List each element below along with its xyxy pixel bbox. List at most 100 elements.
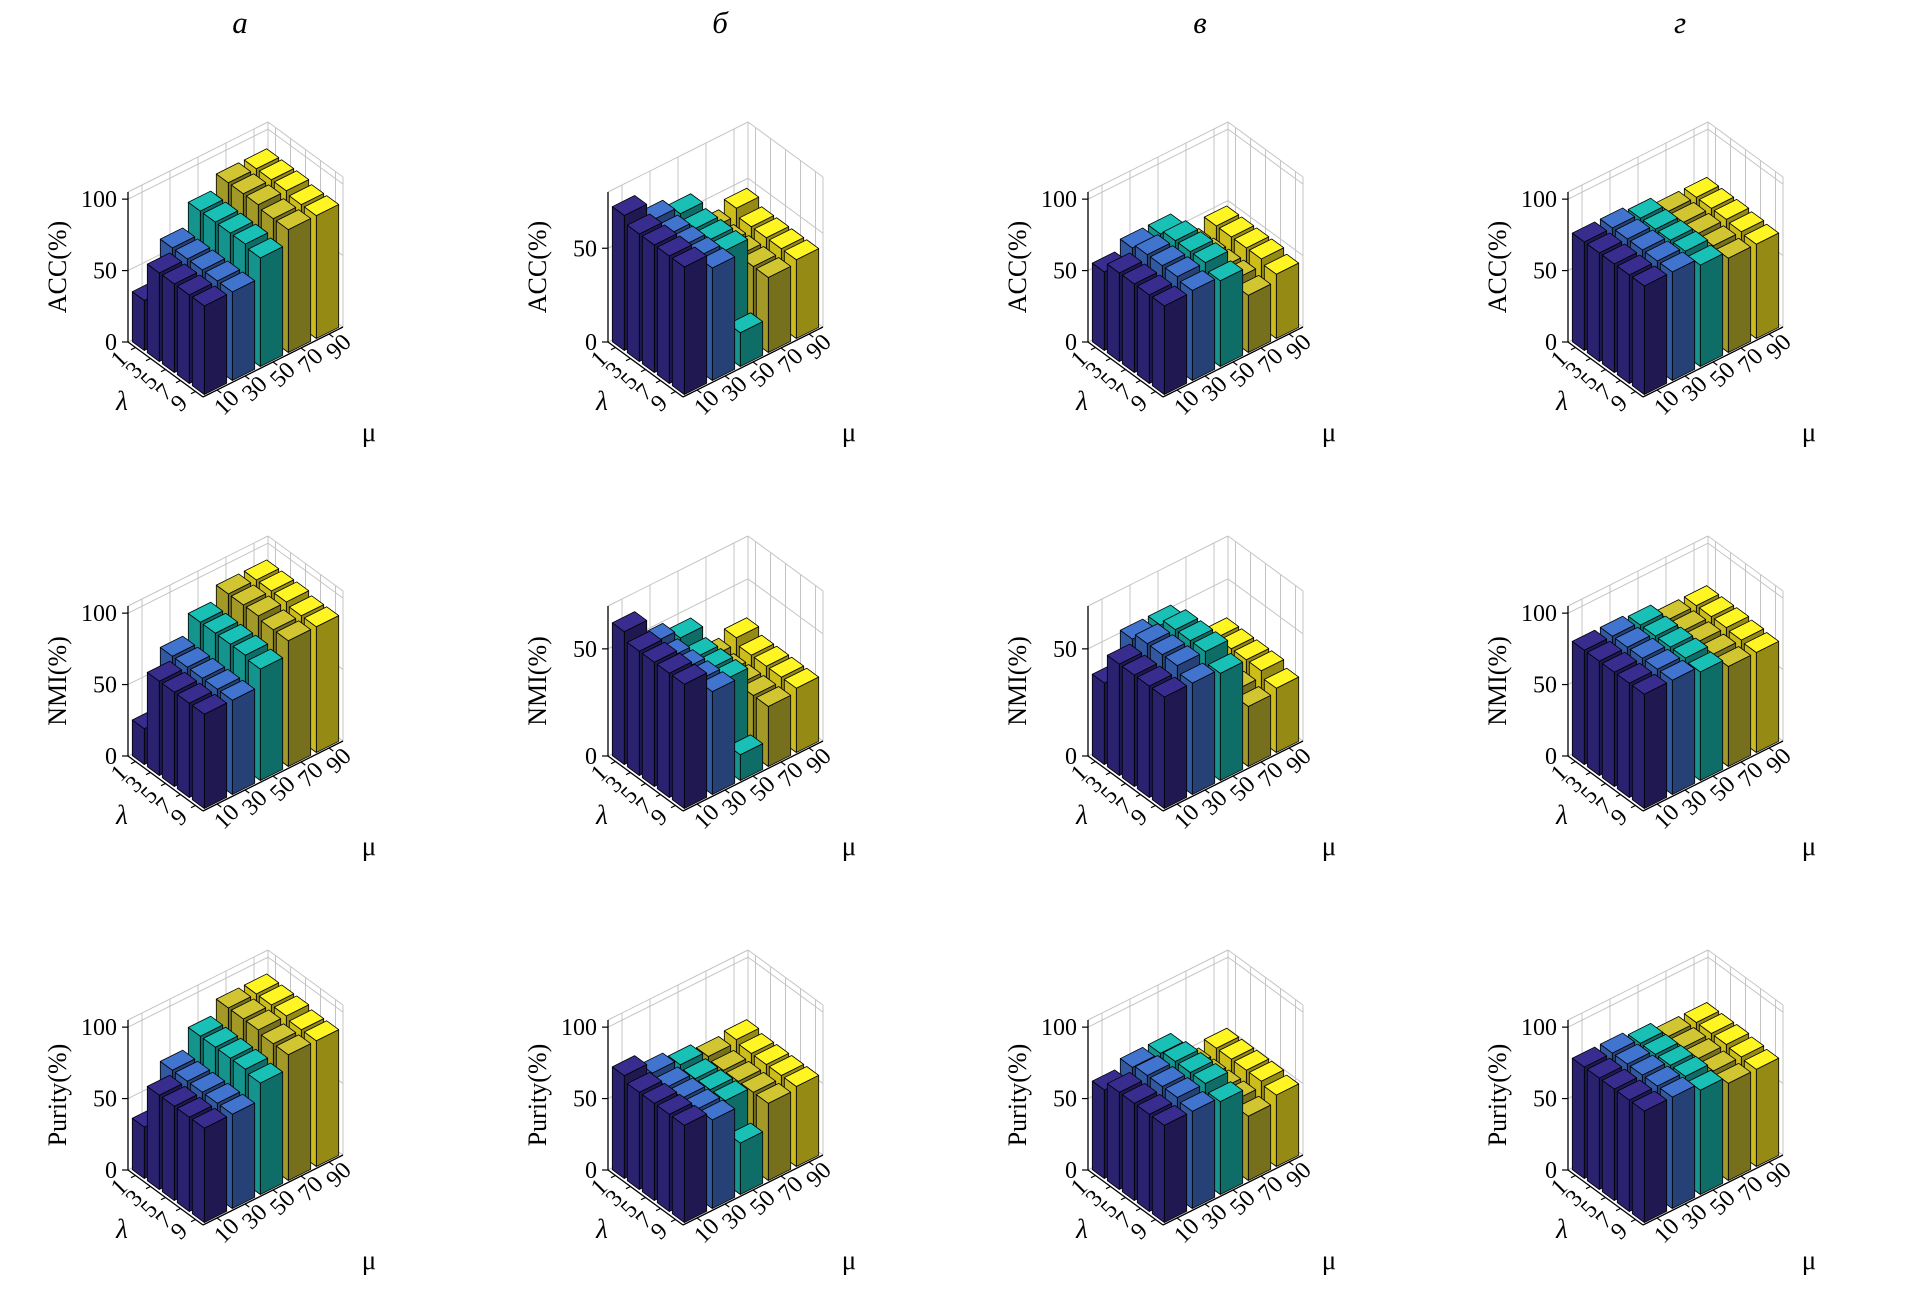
svg-text:9: 9 (166, 804, 193, 831)
svg-text:μ: μ (842, 417, 856, 447)
svg-text:μ: μ (362, 417, 376, 447)
svg-text:50: 50 (1053, 1087, 1077, 1113)
svg-text:100: 100 (1041, 1015, 1077, 1041)
svg-text:λ: λ (1075, 386, 1088, 416)
svg-text:0: 0 (1545, 744, 1557, 770)
svg-text:50: 50 (573, 236, 597, 262)
svg-text:0: 0 (1545, 1158, 1557, 1184)
svg-text:9: 9 (1606, 390, 1633, 417)
svg-text:ACC(%): ACC(%) (523, 221, 552, 313)
svg-text:λ: λ (1075, 800, 1088, 830)
svg-text:NMI(%): NMI(%) (523, 636, 552, 726)
svg-text:9: 9 (646, 804, 673, 831)
column-label-g: г (1673, 5, 1687, 40)
panel-nmi-g: 0 50 100 1 3 5 7 9 10 30 50 70 90 λ μ NMI(%) (1440, 460, 1920, 874)
svg-text:μ: μ (1322, 417, 1336, 447)
panel-acc-a: 0 50 100 1 3 5 7 9 10 30 50 70 90 λ μ ACC(%) (0, 46, 480, 460)
svg-text:50: 50 (1533, 259, 1557, 285)
svg-text:λ: λ (115, 800, 128, 830)
panel-purity-g: 0 50 100 1 3 5 7 9 10 30 50 70 90 λ μ Purity(%) (1440, 874, 1920, 1288)
panel-purity-b: 0 50 100 1 3 5 7 9 10 30 50 70 90 λ μ Purity(%) (480, 874, 960, 1288)
panel-acc-b: 0 50 1 3 5 7 9 10 30 50 70 90 λ μ ACC(%) (480, 46, 960, 460)
svg-text:100: 100 (1521, 601, 1557, 627)
svg-text:λ: λ (1555, 800, 1568, 830)
svg-text:μ: μ (1802, 831, 1816, 861)
svg-text:ACC(%): ACC(%) (1483, 221, 1512, 313)
svg-text:100: 100 (561, 1015, 597, 1041)
svg-text:0: 0 (1545, 330, 1557, 356)
svg-text:100: 100 (81, 1015, 117, 1041)
svg-text:100: 100 (81, 601, 117, 627)
svg-text:λ: λ (115, 386, 128, 416)
svg-text:NMI(%): NMI(%) (1003, 636, 1032, 726)
svg-text:100: 100 (1041, 187, 1077, 213)
svg-text:NMI(%): NMI(%) (43, 636, 72, 726)
svg-text:λ: λ (115, 1214, 128, 1244)
column-headers: а б в г (0, 0, 1920, 46)
svg-text:9: 9 (646, 390, 673, 417)
panel-nmi-b: 0 50 1 3 5 7 9 10 30 50 70 90 λ μ NMI(%) (480, 460, 960, 874)
svg-text:μ: μ (1802, 1245, 1816, 1275)
svg-text:9: 9 (1606, 804, 1633, 831)
svg-text:50: 50 (1533, 673, 1557, 699)
svg-text:0: 0 (105, 1158, 117, 1184)
svg-text:μ: μ (362, 831, 376, 861)
svg-text:9: 9 (166, 390, 193, 417)
svg-text:100: 100 (1521, 187, 1557, 213)
svg-text:0: 0 (585, 1158, 597, 1184)
charts-grid: 0 50 100 1 3 5 7 9 10 30 50 70 90 λ μ ACC(%) 0 50 1 3 5 7 9 10… (0, 46, 1920, 1288)
svg-text:NMI(%): NMI(%) (1483, 636, 1512, 726)
svg-text:50: 50 (93, 1087, 117, 1113)
svg-text:λ: λ (595, 1214, 608, 1244)
svg-text:Purity(%): Purity(%) (1483, 1044, 1512, 1147)
svg-text:Purity(%): Purity(%) (1003, 1044, 1032, 1147)
svg-text:9: 9 (1126, 390, 1153, 417)
svg-text:50: 50 (1533, 1087, 1557, 1113)
svg-text:0: 0 (105, 744, 117, 770)
svg-text:0: 0 (1065, 1158, 1077, 1184)
svg-text:λ: λ (595, 800, 608, 830)
svg-text:ACC(%): ACC(%) (43, 221, 72, 313)
svg-text:100: 100 (81, 187, 117, 213)
panel-purity-v: 0 50 100 1 3 5 7 9 10 30 50 70 90 λ μ Purity(%) (960, 874, 1440, 1288)
column-label-b: б (712, 5, 728, 40)
panel-purity-a: 0 50 100 1 3 5 7 9 10 30 50 70 90 λ μ Purity(%) (0, 874, 480, 1288)
svg-text:μ: μ (1802, 417, 1816, 447)
svg-text:μ: μ (362, 1245, 376, 1275)
svg-text:50: 50 (93, 673, 117, 699)
svg-text:9: 9 (1126, 804, 1153, 831)
svg-text:Purity(%): Purity(%) (43, 1044, 72, 1147)
column-label-v: в (1193, 5, 1207, 40)
svg-text:50: 50 (1053, 259, 1077, 285)
svg-text:9: 9 (166, 1218, 193, 1245)
panel-nmi-a: 0 50 100 1 3 5 7 9 10 30 50 70 90 λ μ NMI(%) (0, 460, 480, 874)
svg-text:λ: λ (1555, 386, 1568, 416)
svg-text:50: 50 (573, 1087, 597, 1113)
panel-acc-v: 0 50 100 1 3 5 7 9 10 30 50 70 90 λ μ ACC(%) (960, 46, 1440, 460)
svg-text:0: 0 (585, 744, 597, 770)
column-label-a: а (232, 5, 248, 40)
svg-text:9: 9 (646, 1218, 673, 1245)
svg-text:0: 0 (1065, 330, 1077, 356)
svg-text:9: 9 (1606, 1218, 1633, 1245)
svg-text:50: 50 (1053, 637, 1077, 663)
panel-nmi-v: 0 50 1 3 5 7 9 10 30 50 70 90 λ μ NMI(%) (960, 460, 1440, 874)
svg-text:μ: μ (1322, 831, 1336, 861)
svg-text:0: 0 (585, 330, 597, 356)
svg-text:Purity(%): Purity(%) (523, 1044, 552, 1147)
svg-text:μ: μ (842, 1245, 856, 1275)
svg-text:λ: λ (1075, 1214, 1088, 1244)
svg-text:ACC(%): ACC(%) (1003, 221, 1032, 313)
svg-text:0: 0 (105, 330, 117, 356)
svg-text:9: 9 (1126, 1218, 1153, 1245)
